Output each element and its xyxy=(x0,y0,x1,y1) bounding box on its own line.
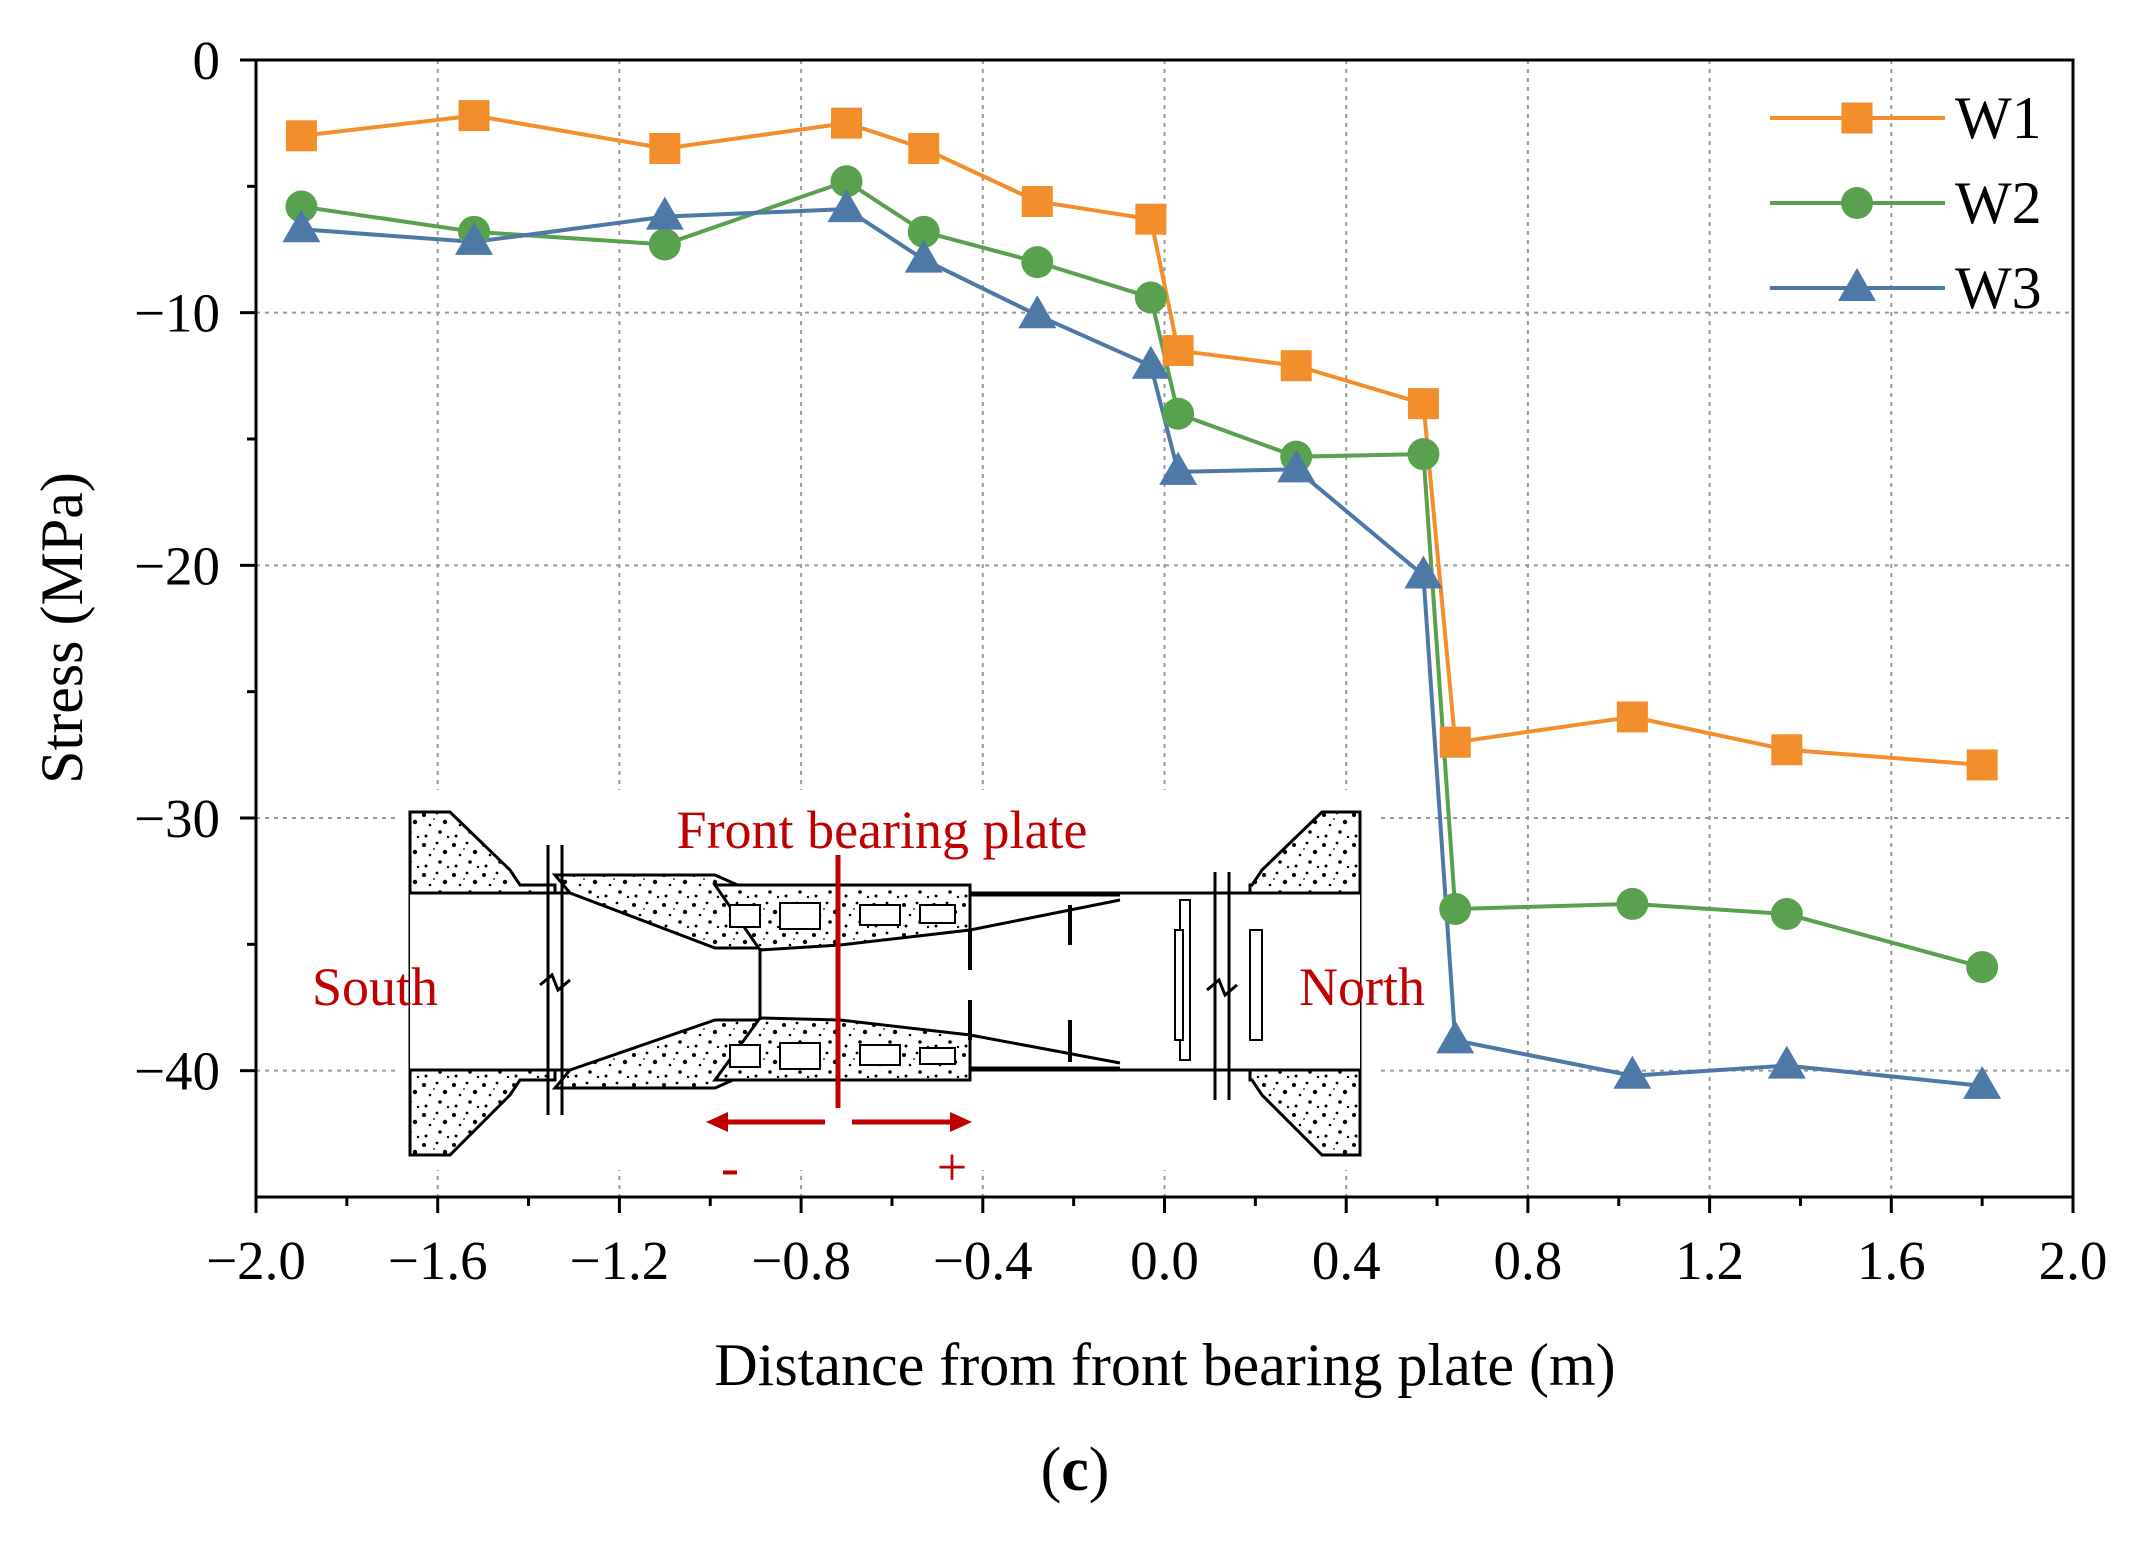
data-point-w1 xyxy=(908,132,940,164)
data-point-w3 xyxy=(1018,295,1057,329)
series-line-w1 xyxy=(301,113,1983,767)
data-point-w2 xyxy=(1021,246,1054,279)
y-axis-title: Stress (MPa) xyxy=(29,472,95,784)
data-point-w1 xyxy=(1021,185,1053,217)
minus-label: - xyxy=(721,1137,739,1197)
y-tick-label: −40 xyxy=(134,1041,220,1102)
y-tick-label: −10 xyxy=(134,283,220,344)
data-point-w2 xyxy=(830,165,863,198)
data-point-w2 xyxy=(1966,951,1999,984)
data-point-w3 xyxy=(1767,1045,1806,1079)
legend-marker-w1 xyxy=(1841,102,1873,134)
data-point-w2 xyxy=(1770,898,1803,931)
x-tick-label: 2.0 xyxy=(2039,1230,2108,1291)
legend: W1 W2 W3 xyxy=(1770,85,2042,321)
x-tick-label: 0.0 xyxy=(1130,1230,1199,1291)
data-point-w3 xyxy=(455,221,494,255)
data-point-w1 xyxy=(285,120,317,152)
x-tick-label: 0.4 xyxy=(1312,1230,1381,1291)
data-point-w1 xyxy=(1280,350,1312,382)
south-label: South xyxy=(312,957,438,1017)
legend-label-w3: W3 xyxy=(1955,255,2042,321)
north-label: North xyxy=(1299,957,1425,1017)
labels-layer: Distance from front bearing plate (m) St… xyxy=(29,472,1616,1504)
upper-anchorage-box xyxy=(712,883,972,952)
data-point-w1 xyxy=(649,132,681,164)
data-point-w2 xyxy=(648,228,681,261)
data-point-w2 xyxy=(907,215,940,248)
data-point-w2 xyxy=(1616,887,1649,920)
data-point-w3 xyxy=(1159,451,1198,485)
data-point-w1 xyxy=(831,107,863,139)
grid-layer xyxy=(256,60,2073,1197)
y-tick-label: −30 xyxy=(134,788,220,849)
data-point-w3 xyxy=(904,239,943,273)
legend-marker-w2 xyxy=(1841,187,1873,219)
x-tick-label: 1.6 xyxy=(1857,1230,1926,1291)
data-point-w3 xyxy=(282,209,321,243)
x-tick-label: 1.2 xyxy=(1675,1230,1744,1291)
data-point-w2 xyxy=(1439,892,1472,925)
data-point-w1 xyxy=(1439,726,1471,758)
plus-label: + xyxy=(937,1137,967,1197)
data-point-w1 xyxy=(1771,734,1803,766)
anchorage-inset-diagram: Front bearing plate South North - + xyxy=(312,790,1425,1197)
legend-marker-w3 xyxy=(1838,268,1876,301)
data-point-w2 xyxy=(1407,438,1440,471)
data-point-w2 xyxy=(285,190,318,223)
x-tick-label: −1.6 xyxy=(388,1230,488,1291)
data-point-w3 xyxy=(1131,345,1170,379)
data-point-w3 xyxy=(1277,449,1316,483)
data-point-w1 xyxy=(1407,388,1439,420)
legend-label-w2: W2 xyxy=(1955,170,2042,236)
front-bearing-plate-label: Front bearing plate xyxy=(677,800,1088,860)
data-point-w3 xyxy=(1436,1020,1475,1054)
data-point-w1 xyxy=(1162,335,1194,367)
data-point-w1 xyxy=(1966,749,1998,781)
legend-label-w1: W1 xyxy=(1955,85,2042,151)
panel-label: (c) xyxy=(1041,1436,1110,1504)
data-point-w1 xyxy=(1135,203,1167,235)
data-point-w2 xyxy=(1162,397,1195,430)
data-point-w3 xyxy=(1404,555,1443,589)
data-point-w1 xyxy=(1616,701,1648,733)
x-tick-label: 0.8 xyxy=(1494,1230,1563,1291)
data-point-w3 xyxy=(827,189,866,223)
x-tick-label: −2.0 xyxy=(206,1230,306,1291)
series-layer xyxy=(282,100,2002,1099)
y-tick-label: −20 xyxy=(134,535,220,596)
lower-anchorage-box xyxy=(712,1016,972,1082)
x-tick-label: −0.4 xyxy=(933,1230,1033,1291)
x-tick-label: −1.2 xyxy=(570,1230,670,1291)
axes-layer: −2.0 −1.6 −1.2 −0.8 −0.4 0.0 0.4 0.8 1.2 1.6 2.0 0 −… xyxy=(134,30,2107,1291)
data-point-w3 xyxy=(1613,1055,1652,1089)
y-tick-label: 0 xyxy=(193,30,221,91)
data-point-w3 xyxy=(1963,1065,2002,1099)
data-point-w1 xyxy=(458,100,490,132)
data-point-w2 xyxy=(1134,281,1167,314)
x-axis-title: Distance from front bearing plate (m) xyxy=(714,1332,1615,1398)
data-point-w3 xyxy=(645,196,684,230)
x-tick-label: −0.8 xyxy=(751,1230,851,1291)
